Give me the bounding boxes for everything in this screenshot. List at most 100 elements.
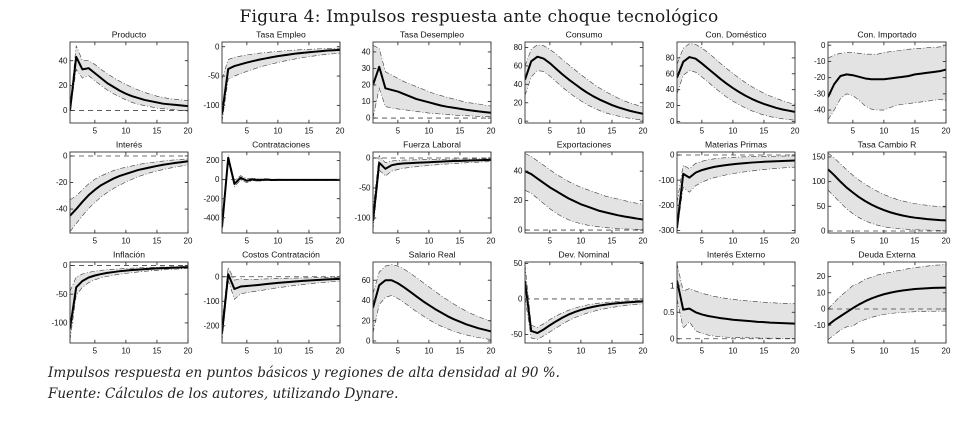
median-line	[828, 68, 947, 98]
subplot-cell: Salario Real 0 20 40 60 5 10 15 20	[347, 249, 496, 357]
band-lower-edge	[373, 87, 492, 119]
x-tick-label: 15	[456, 127, 465, 136]
y-tick-label: 0	[518, 117, 523, 126]
x-tick-label: 15	[152, 237, 161, 246]
confidence-band	[525, 44, 643, 121]
band-upper-edge	[828, 264, 947, 310]
y-tick-label: 20	[514, 98, 523, 107]
y-tick-label: -200	[658, 201, 675, 210]
x-tick-label: 10	[425, 237, 434, 246]
caption-note: Impulsos respuesta en puntos básicos y r…	[48, 365, 560, 381]
subplot-contrataciones: Contrataciones 200 0 -200 -400 5 10 15 20	[203, 140, 345, 246]
y-tick-label: -400	[203, 213, 220, 222]
x-tick-label: 5	[851, 347, 856, 356]
x-tick-label: 15	[152, 127, 161, 136]
subplot-cell: Con. Importado 0 -10 -20 -30 -40 5 10 15 20	[802, 29, 951, 137]
subplot-title: Tasa Desempleo	[400, 30, 464, 40]
x-tick-label: 15	[304, 347, 313, 356]
y-tick-label: 40	[514, 167, 523, 176]
x-tick-label: 15	[759, 347, 768, 356]
band-upper-edge	[373, 264, 492, 322]
band-upper-edge	[221, 47, 340, 80]
subplot-title: Tasa Empleo	[256, 30, 306, 40]
median-line	[828, 168, 947, 222]
y-tick-label: 0	[518, 295, 523, 304]
median-line	[373, 158, 492, 222]
x-tick-label: 10	[880, 127, 889, 136]
y-tick-label: -20	[814, 73, 826, 82]
median-line	[70, 55, 188, 111]
y-tick-label: 20	[665, 101, 674, 110]
subplot-inter-s: Interés 0 -20 -40 5 10 15 20	[56, 140, 193, 246]
y-tick-label: -50	[359, 184, 371, 193]
x-tick-label: 20	[639, 127, 648, 136]
confidence-band	[828, 264, 947, 340]
x-tick-label: 20	[639, 347, 648, 356]
axis-box	[69, 151, 189, 234]
plot-background	[221, 152, 340, 233]
x-tick-label: 5	[699, 237, 704, 246]
y-tick-label: 60	[514, 62, 523, 71]
x-tick-label: 15	[607, 347, 616, 356]
axis-box	[524, 261, 644, 344]
plot-background	[70, 42, 188, 123]
band-lower-edge	[676, 298, 795, 339]
axis-box	[524, 41, 644, 124]
y-tick-label: -40	[56, 205, 68, 214]
subplot-cell: Materias Primas 0 -100 -200 -300 5 10 15 20	[651, 139, 800, 247]
x-tick-label: 10	[728, 347, 737, 356]
axis-box	[827, 151, 947, 234]
confidence-band	[221, 48, 340, 122]
x-tick-label: 10	[576, 127, 585, 136]
confidence-band	[70, 158, 188, 232]
x-tick-label: 15	[607, 127, 616, 136]
median-line	[525, 55, 643, 115]
subplot-fuerza-laboral: Fuerza Laboral 0 -50 -100 5 10 15 20	[355, 140, 497, 246]
y-tick-label: 0	[63, 152, 68, 161]
x-tick-label: 10	[273, 237, 282, 246]
band-upper-edge	[70, 45, 188, 109]
x-tick-label: 20	[335, 127, 344, 136]
x-tick-label: 15	[152, 347, 161, 356]
subplot-consumo: Consumo 0 20 40 60 80 5 10 15 20	[514, 30, 648, 136]
y-tick-label: -10	[814, 57, 826, 66]
median-line	[676, 56, 795, 113]
band-upper-edge	[828, 152, 947, 208]
subplot-title: Deuda Externa	[859, 250, 917, 260]
y-tick-label: 50	[514, 259, 523, 268]
y-tick-label: -10	[814, 321, 826, 330]
subplot-salario-real: Salario Real 0 20 40 60 5 10 15 20	[362, 250, 496, 356]
subplot-title: Salario Real	[409, 250, 456, 260]
subplot-costos-contrataci-n: Costos Contratación 0 -100 -200 5 10 15 20	[203, 250, 345, 356]
subplot-producto: Producto 0 20 40 5 10 15 20	[59, 30, 193, 136]
x-tick-label: 10	[576, 347, 585, 356]
x-tick-label: 20	[487, 347, 496, 356]
x-tick-label: 5	[548, 127, 553, 136]
subplot-title: Inflación	[113, 250, 145, 260]
band-upper-edge	[676, 263, 795, 305]
axis-box	[827, 41, 947, 124]
band-lower-edge	[676, 166, 795, 232]
x-tick-label: 20	[184, 347, 193, 356]
y-tick-label: -100	[355, 214, 372, 223]
subplot-title: Costos Contratación	[242, 250, 320, 260]
y-tick-label: 20	[817, 272, 826, 281]
subplot-title: Producto	[112, 30, 147, 40]
y-tick-label: 20	[362, 81, 371, 90]
x-tick-label: 10	[121, 237, 130, 246]
y-tick-label: -40	[814, 106, 826, 115]
subplot-title: Con. Importado	[858, 30, 917, 40]
subplot-tasa-desempleo: Tasa Desempleo 0 10 20 30 40 5 10 15 20	[362, 30, 496, 136]
median-line	[525, 281, 643, 335]
y-tick-label: 60	[362, 276, 371, 285]
x-tick-label: 5	[93, 237, 98, 246]
median-line	[221, 156, 340, 228]
x-tick-label: 15	[911, 127, 920, 136]
y-tick-label: 50	[817, 202, 826, 211]
y-tick-label: 40	[665, 85, 674, 94]
subplot-title: Contrataciones	[252, 140, 310, 150]
x-tick-label: 5	[396, 237, 401, 246]
y-tick-label: 0	[215, 42, 220, 51]
x-tick-label: 10	[880, 347, 889, 356]
band-lower-edge	[676, 70, 795, 121]
